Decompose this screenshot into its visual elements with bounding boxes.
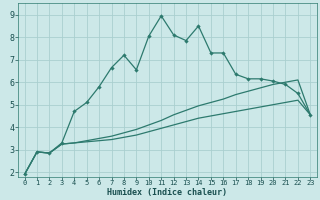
X-axis label: Humidex (Indice chaleur): Humidex (Indice chaleur) — [108, 188, 228, 197]
